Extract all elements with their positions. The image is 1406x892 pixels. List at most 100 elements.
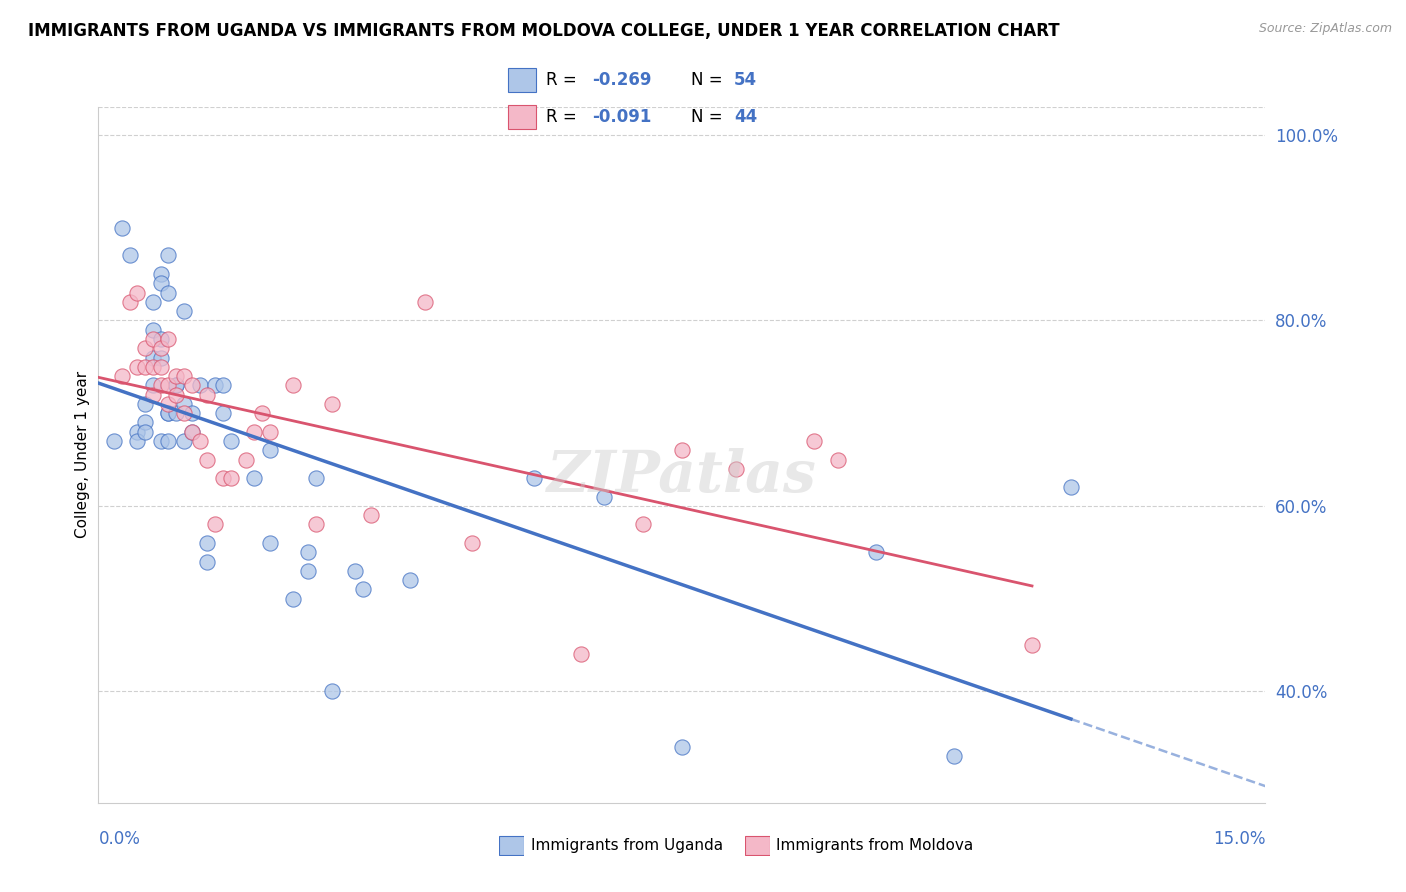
Text: R =: R = [546, 70, 582, 88]
Text: ZIPatlas: ZIPatlas [547, 448, 817, 504]
Point [149, 267, 172, 281]
Point [142, 351, 165, 365]
Point [259, 425, 281, 439]
Text: N =: N = [690, 108, 728, 126]
Point [281, 591, 304, 606]
Point [725, 462, 748, 476]
Point [827, 452, 849, 467]
Point [250, 406, 273, 420]
Point [118, 248, 141, 262]
Point [127, 359, 149, 374]
Text: 15.0%: 15.0% [1213, 830, 1265, 847]
Point [1021, 638, 1043, 652]
Point [413, 294, 436, 309]
Point [865, 545, 887, 559]
Point [149, 434, 172, 448]
Point [142, 332, 165, 346]
Point [118, 294, 141, 309]
Point [157, 406, 180, 420]
Point [398, 573, 420, 587]
Point [281, 378, 304, 392]
Point [180, 425, 202, 439]
Text: N =: N = [690, 70, 728, 88]
Text: -0.091: -0.091 [592, 108, 651, 126]
Point [305, 471, 328, 485]
FancyBboxPatch shape [509, 104, 536, 128]
Point [142, 387, 165, 401]
Point [180, 378, 202, 392]
Point [173, 397, 195, 411]
Text: R =: R = [546, 108, 582, 126]
Point [173, 369, 195, 384]
Point [165, 406, 187, 420]
Point [157, 378, 180, 392]
Point [127, 285, 149, 300]
Point [195, 536, 218, 550]
Point [173, 434, 195, 448]
Point [321, 397, 343, 411]
Point [235, 452, 257, 467]
FancyBboxPatch shape [745, 836, 770, 855]
Point [204, 517, 226, 532]
Point [142, 359, 165, 374]
Text: Immigrants from Uganda: Immigrants from Uganda [531, 838, 724, 853]
Point [243, 425, 266, 439]
Point [195, 452, 218, 467]
Point [1060, 480, 1083, 494]
Point [149, 341, 172, 355]
Point [180, 406, 202, 420]
Point [127, 425, 149, 439]
Point [212, 378, 235, 392]
Point [671, 740, 693, 755]
Point [219, 471, 242, 485]
Point [461, 536, 484, 550]
Point [157, 332, 180, 346]
Point [305, 517, 328, 532]
Text: -0.269: -0.269 [592, 70, 651, 88]
Point [134, 416, 156, 430]
Point [134, 425, 156, 439]
Point [631, 517, 654, 532]
Point [195, 387, 218, 401]
Point [259, 536, 281, 550]
Point [157, 397, 180, 411]
Point [569, 648, 592, 662]
FancyBboxPatch shape [509, 68, 536, 92]
Point [165, 378, 187, 392]
Point [943, 749, 966, 764]
Point [157, 285, 180, 300]
Point [149, 277, 172, 291]
Point [360, 508, 382, 523]
Point [297, 564, 319, 578]
Text: 54: 54 [734, 70, 758, 88]
Point [243, 471, 266, 485]
Text: 0.0%: 0.0% [98, 830, 141, 847]
FancyBboxPatch shape [499, 836, 524, 855]
Point [352, 582, 374, 597]
Text: Immigrants from Moldova: Immigrants from Moldova [776, 838, 973, 853]
Point [165, 369, 187, 384]
Text: 44: 44 [734, 108, 758, 126]
Point [259, 443, 281, 458]
Point [111, 369, 134, 384]
Point [111, 220, 134, 235]
Point [127, 434, 149, 448]
Point [180, 425, 202, 439]
Point [142, 294, 165, 309]
Point [321, 684, 343, 698]
Point [149, 359, 172, 374]
Point [142, 323, 165, 337]
Point [149, 351, 172, 365]
Point [134, 397, 156, 411]
Text: Source: ZipAtlas.com: Source: ZipAtlas.com [1258, 22, 1392, 36]
Point [165, 387, 187, 401]
Point [173, 406, 195, 420]
Point [803, 434, 825, 448]
Point [204, 378, 226, 392]
Point [142, 378, 165, 392]
Point [103, 434, 125, 448]
Y-axis label: College, Under 1 year: College, Under 1 year [75, 371, 90, 539]
Point [188, 434, 211, 448]
Point [297, 545, 319, 559]
Point [149, 332, 172, 346]
